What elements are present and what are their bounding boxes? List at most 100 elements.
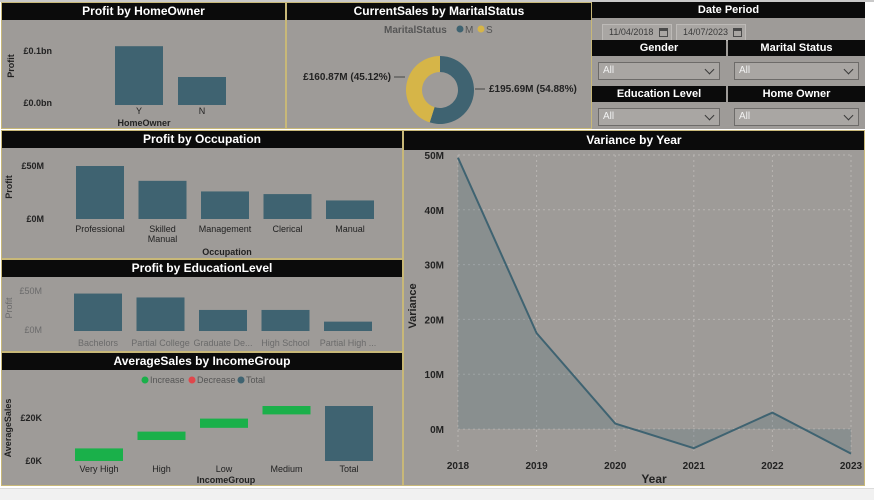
chevron-down-icon <box>704 64 715 75</box>
variance-xtick: 2023 <box>840 461 863 472</box>
occupation-xtick: Manual <box>335 224 365 234</box>
variance-xtick: 2022 <box>761 461 784 472</box>
income-bar[interactable] <box>75 448 123 461</box>
calendar-icon[interactable] <box>733 28 742 37</box>
variance-area <box>458 157 851 454</box>
variance-xlabel: Year <box>641 472 667 486</box>
variance-ytick: 30M <box>425 261 444 272</box>
slicers-panel: Date Period 11/04/2018 14/07/2023 Gender… <box>592 2 865 129</box>
gender-title: Gender <box>592 40 726 56</box>
chevron-down-icon <box>843 110 854 121</box>
income-xlabel: IncomeGroup <box>197 475 256 485</box>
page-footer-strip <box>0 488 874 500</box>
education-chart: Profit £0M £50M Bachelors Partial College… <box>4 286 377 348</box>
education-bar[interactable] <box>324 321 372 331</box>
marital-status-dropdown[interactable]: All <box>734 62 859 80</box>
gender-value: All <box>603 65 615 76</box>
income-legend-decrease: Decrease <box>197 375 236 385</box>
education-chart-title: Profit by EducationLevel <box>2 260 402 277</box>
education-level-value: All <box>603 111 615 122</box>
occupation-bar[interactable] <box>138 180 187 219</box>
home-owner-dropdown[interactable]: All <box>734 108 859 126</box>
date-start-input[interactable]: 11/04/2018 <box>602 24 672 41</box>
occupation-bar[interactable] <box>201 191 249 219</box>
occupation-xtick: Clerical <box>272 224 302 234</box>
income-ytick-0: £0K <box>25 456 42 466</box>
variance-chart-panel[interactable]: Variance by Year 0M 10M 20M 30M 40M 50M 2018 2… <box>403 130 865 486</box>
income-chart-panel[interactable]: AverageSales by IncomeGroup Increase Dec… <box>1 352 403 486</box>
variance-xtick: 2021 <box>683 461 706 472</box>
education-xtick: High School <box>261 338 310 348</box>
occupation-bar[interactable] <box>263 194 312 219</box>
variance-line[interactable] <box>457 157 852 455</box>
marital-slice-m[interactable] <box>429 56 474 124</box>
homeowner-bar-n[interactable] <box>178 77 226 105</box>
occupation-xtick: Professional <box>75 224 125 234</box>
income-ytick-1: £20K <box>20 413 42 423</box>
gender-dropdown[interactable]: All <box>598 62 720 80</box>
income-xtick: Total <box>339 464 358 474</box>
occupation-bar[interactable] <box>326 200 374 219</box>
calendar-icon[interactable] <box>659 28 668 37</box>
marital-status-slicer[interactable]: Marital Status All <box>728 40 865 84</box>
marital-status-value: All <box>739 65 751 76</box>
education-chart-panel[interactable]: Profit by EducationLevel Profit £0M £50M… <box>1 259 403 352</box>
occupation-xtick: Skilled <box>149 224 176 234</box>
education-bar[interactable] <box>136 297 185 331</box>
occupation-xlabel: Occupation <box>202 247 252 257</box>
education-bar[interactable] <box>199 309 247 331</box>
homeowner-xlabel: HomeOwner <box>117 118 171 128</box>
income-bar[interactable] <box>262 406 311 415</box>
income-legend-total: Total <box>246 375 265 385</box>
window-top-strip <box>0 0 874 2</box>
variance-xtick: 2018 <box>447 461 470 472</box>
home-owner-slicer[interactable]: Home Owner All <box>728 86 865 129</box>
education-xtick: Partial College <box>131 338 190 348</box>
variance-ytick: 0M <box>430 425 444 436</box>
income-bar[interactable] <box>325 406 373 461</box>
marital-legend-s-marker <box>477 25 485 33</box>
income-legend-decrease-marker <box>188 376 196 384</box>
date-period-title: Date Period <box>592 2 865 18</box>
date-end-input[interactable]: 14/07/2023 <box>676 24 746 41</box>
marital-chart-title: CurrentSales by MaritalStatus <box>287 3 591 20</box>
income-bar[interactable] <box>137 431 186 441</box>
education-bar[interactable] <box>74 293 122 331</box>
education-level-dropdown[interactable]: All <box>598 108 720 126</box>
occupation-xtick: Management <box>199 224 252 234</box>
gender-slicer[interactable]: Gender All <box>592 40 726 84</box>
education-ytick-0: £0M <box>24 325 42 335</box>
income-xtick: Low <box>216 464 233 474</box>
home-owner-title: Home Owner <box>728 86 865 102</box>
education-bar[interactable] <box>261 309 310 331</box>
marital-legend-m: M <box>465 25 473 36</box>
homeowner-chart-title: Profit by HomeOwner <box>2 3 285 20</box>
homeowner-ylabel: Profit <box>6 54 16 78</box>
chevron-down-icon <box>704 110 715 121</box>
income-xtick: Very High <box>79 464 118 474</box>
occupation-chart-panel[interactable]: Profit by Occupation Profit £0M £50M Pro… <box>1 130 403 259</box>
homeowner-ytick-0: £0.0bn <box>23 98 52 108</box>
occupation-bar[interactable] <box>76 166 124 219</box>
marital-slice-s[interactable] <box>405 56 440 123</box>
date-period-slicer[interactable]: Date Period 11/04/2018 14/07/2023 <box>592 2 865 44</box>
homeowner-bar-y[interactable] <box>115 46 163 105</box>
education-xtick: Partial High ... <box>320 338 377 348</box>
occupation-ytick-1: £50M <box>21 161 44 171</box>
date-end-value: 14/07/2023 <box>683 27 729 37</box>
variance-ytick: 50M <box>425 151 444 162</box>
homeowner-chart: Profit £0.0bn £0.1bn Y N HomeOwner <box>6 46 226 128</box>
variance-ytick: 40M <box>425 206 444 217</box>
education-xtick: Graduate De... <box>193 338 252 348</box>
income-ylabel: AverageSales <box>3 399 13 458</box>
homeowner-ytick-1: £0.1bn <box>23 46 52 56</box>
home-owner-value: All <box>739 111 751 122</box>
income-legend-increase: Increase <box>150 375 185 385</box>
variance-xtick: 2019 <box>525 461 548 472</box>
homeowner-chart-panel[interactable]: Profit by HomeOwner Profit £0.0bn £0.1bn… <box>1 2 286 129</box>
education-level-slicer[interactable]: Education Level All <box>592 86 726 129</box>
marital-legend-m-marker <box>456 25 464 33</box>
income-bar[interactable] <box>200 418 248 428</box>
education-level-title: Education Level <box>592 86 726 102</box>
marital-chart-panel[interactable]: CurrentSales by MaritalStatus MaritalSta… <box>286 2 592 129</box>
